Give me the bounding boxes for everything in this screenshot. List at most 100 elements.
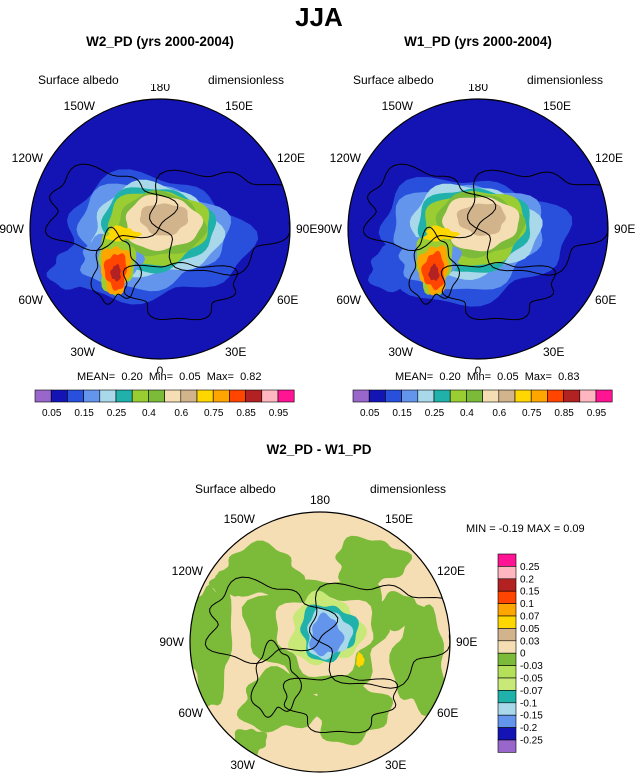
map-field xyxy=(30,99,290,359)
colorbar-label: 0 xyxy=(520,649,526,660)
colorbar-swatch xyxy=(277,389,295,403)
lon-label-60e: 60E xyxy=(595,293,616,307)
colorbar-label: -0.03 xyxy=(520,661,543,672)
colorbar-swatch xyxy=(579,389,597,403)
colorbar-label: 0.15 xyxy=(392,408,412,419)
lon-label-90e: 90E xyxy=(614,222,635,236)
map-boundary xyxy=(347,98,609,360)
colorbar-swatch xyxy=(449,389,467,403)
field-contour-d xyxy=(309,612,345,657)
colorbar-label: 0.75 xyxy=(522,408,542,419)
units-label-w1: dimensionless xyxy=(527,73,604,87)
panel-title-w2: W2_PD (yrs 2000-2004) xyxy=(86,34,234,49)
colorbar-label: 0.25 xyxy=(107,408,127,419)
lon-label-180: 180 xyxy=(468,84,488,94)
min-value: 0.05 xyxy=(179,371,201,383)
colorbar-w1: 0.05 0.15 0.25 0.4 0.6 0.75 0.85 0.95 xyxy=(352,389,613,419)
colorbar-swatch xyxy=(164,389,182,403)
colorbar-label: 0.75 xyxy=(204,408,224,419)
colorbar-label: 0.1 xyxy=(520,599,534,610)
colorbar-label: -0.25 xyxy=(520,736,543,747)
mean-label: MEAN= xyxy=(77,371,116,383)
main-title: JJA xyxy=(295,2,343,32)
colorbar-label: 0.05 xyxy=(42,408,62,419)
colorbar-swatch xyxy=(180,389,198,403)
colorbar-swatch xyxy=(497,690,517,704)
variable-label-w1: Surface albedo xyxy=(353,73,434,87)
colorbar-swatch xyxy=(50,389,68,403)
lon-label-90e: 90E xyxy=(456,635,477,649)
colorbar-swatch xyxy=(67,389,84,403)
field-neg-patch-2 xyxy=(190,584,233,708)
colorbar-swatch xyxy=(212,389,230,403)
lon-label-150w: 150W xyxy=(224,512,256,526)
colorbar-label: 0.85 xyxy=(554,408,574,419)
colorbar-diff: 0.250.20.150.10.070.050.030-0.03-0.05-0.… xyxy=(497,553,543,753)
lon-label-150e: 150E xyxy=(543,99,571,113)
colorbar-label: 0.25 xyxy=(520,562,540,573)
colorbar-swatch xyxy=(433,389,451,403)
colorbar-label: 0.05 xyxy=(360,408,380,419)
stats-w2: MEAN= 0.20 Min= 0.05 Max= 0.82 xyxy=(77,371,261,383)
field-neg-patch-1 xyxy=(335,535,413,589)
colorbar-label: -0.05 xyxy=(520,674,543,685)
min-value: 0.05 xyxy=(497,371,519,383)
map-field xyxy=(190,512,450,772)
lon-label-30e: 30E xyxy=(225,345,246,359)
colorbar-swatch xyxy=(261,389,279,403)
field-neg-patch-8 xyxy=(375,591,429,632)
colorbar-swatch xyxy=(547,389,564,403)
colorbar-label: 0.15 xyxy=(74,408,94,419)
coastline-0 xyxy=(44,163,179,252)
lon-label-120w: 120W xyxy=(330,151,362,165)
field-neg-patch-3 xyxy=(389,604,446,716)
lon-label-60e: 60E xyxy=(437,706,458,720)
greenland-contour-5 xyxy=(428,263,440,281)
min-label: Min= xyxy=(148,371,174,383)
colorbar-swatch xyxy=(497,566,517,580)
colorbar-swatch xyxy=(497,615,517,629)
max-value: 0.83 xyxy=(558,371,580,383)
lon-label-60w: 60W xyxy=(336,293,361,307)
colorbar-swatch xyxy=(497,714,517,728)
lon-label-30w: 30W xyxy=(230,758,255,772)
lon-label-30w: 30W xyxy=(388,345,413,359)
lon-label-150w: 150W xyxy=(64,99,96,113)
units-label-diff: dimensionless xyxy=(370,482,447,496)
lon-label-150w: 150W xyxy=(382,99,414,113)
field-neg-patch-5 xyxy=(312,681,394,746)
colorbar-swatch xyxy=(497,553,517,567)
colorbar-swatch xyxy=(352,389,370,403)
colorbar-swatch xyxy=(497,628,517,642)
colorbar-label: -0.2 xyxy=(520,723,538,734)
colorbar-swatch xyxy=(131,389,149,403)
colorbar-swatch xyxy=(115,389,133,403)
colorbar-label: -0.1 xyxy=(520,698,538,709)
colorbar-label: 0.05 xyxy=(520,624,540,635)
colorbar-swatch xyxy=(368,389,386,403)
mean-value: 0.20 xyxy=(439,371,461,383)
colorbar-label: 0.2 xyxy=(520,574,534,585)
polar-map-diff: 180 150E 120E 90E 60E 30E 0 30W 60W 90W 120W 150W xyxy=(160,494,477,779)
colorbar-label: 0.95 xyxy=(269,408,289,419)
colorbar-swatch xyxy=(497,727,517,741)
colorbar-swatch xyxy=(563,389,581,403)
colorbar-swatch xyxy=(482,389,500,403)
stats-diff: MIN = -0.19 MAX = 0.09 xyxy=(466,523,585,535)
colorbar-swatch xyxy=(497,640,517,654)
lon-label-180: 180 xyxy=(310,494,330,507)
colorbar-label: 0.15 xyxy=(520,587,540,598)
coastline-2 xyxy=(90,226,143,305)
lon-label-120e: 120E xyxy=(595,151,623,165)
colorbar-swatch xyxy=(99,389,117,403)
map-boundary xyxy=(29,98,291,360)
colorbar-label: 0.85 xyxy=(236,408,256,419)
lon-label-30e: 30E xyxy=(543,345,564,359)
colorbar-label: 0.07 xyxy=(520,612,540,623)
coastline-1 xyxy=(149,169,290,276)
colorbar-swatch xyxy=(497,652,517,666)
max-label: Max= xyxy=(206,371,234,383)
colorbar-w2: 0.05 0.15 0.25 0.4 0.6 0.75 0.85 0.95 xyxy=(34,389,295,419)
colorbar-label: 0.6 xyxy=(174,408,188,419)
lon-label-120e: 120E xyxy=(437,564,465,578)
